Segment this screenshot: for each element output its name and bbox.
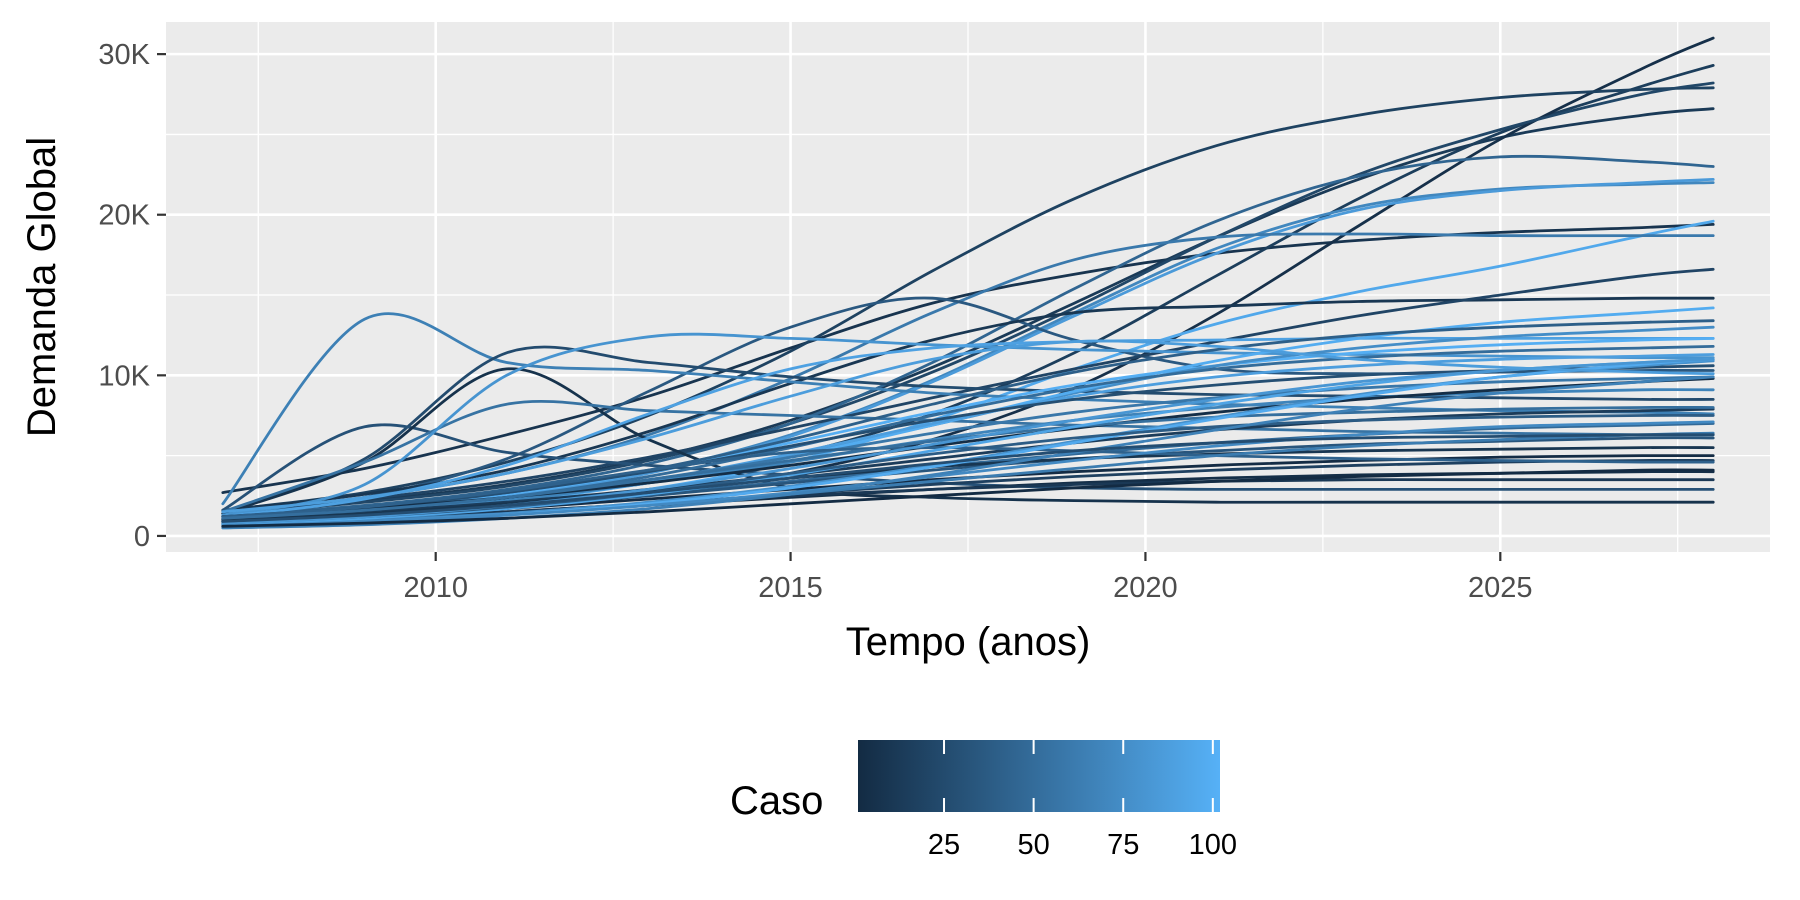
major-gridlines xyxy=(166,22,1770,552)
series-line xyxy=(221,312,1715,506)
y-tick-label: 20K xyxy=(98,200,150,232)
y-axis: 0 10K 20K 30K xyxy=(98,39,166,553)
x-tick-label: 2025 xyxy=(1468,572,1533,604)
series-line xyxy=(221,86,1715,512)
series-line xyxy=(221,296,1715,517)
series-line xyxy=(221,399,1715,514)
x-tick-label: 2010 xyxy=(403,572,468,604)
series-line xyxy=(221,223,1715,494)
legend-title: Caso xyxy=(730,779,823,823)
series-line xyxy=(221,433,1715,523)
series-lines xyxy=(221,36,1715,530)
series-line xyxy=(221,337,1715,522)
legend-tick-label: 25 xyxy=(928,829,960,861)
legend-tick-label: 75 xyxy=(1107,829,1139,861)
series-line xyxy=(221,154,1715,517)
y-tick-label: 0 xyxy=(134,521,150,553)
legend-colorbar xyxy=(858,740,1220,812)
series-line xyxy=(221,345,1715,515)
series-line xyxy=(221,478,1715,525)
series-line xyxy=(221,336,1715,519)
legend-ticks: 25 50 75 100 xyxy=(928,740,1237,861)
series-line xyxy=(221,267,1715,514)
series-line xyxy=(221,339,1715,514)
legend-tick-label: 100 xyxy=(1189,829,1237,861)
legend-tick-label: 50 xyxy=(1017,829,1049,861)
series-line xyxy=(221,420,1715,528)
series-line xyxy=(221,446,1715,522)
series-line xyxy=(221,407,1715,520)
x-axis: 2010 2015 2020 2025 xyxy=(403,552,1533,604)
series-line xyxy=(221,468,1715,528)
y-axis-title: Demanda Global xyxy=(20,137,64,437)
y-tick-label: 30K xyxy=(98,39,150,71)
series-line xyxy=(221,367,1715,515)
legend: Caso 25 50 75 100 xyxy=(730,740,1237,861)
x-tick-label: 2020 xyxy=(1113,572,1178,604)
x-axis-title: Tempo (anos) xyxy=(846,620,1091,664)
y-tick-label: 10K xyxy=(98,360,150,392)
x-tick-label: 2015 xyxy=(758,572,823,604)
series-line xyxy=(221,423,1715,512)
series-line xyxy=(221,296,1715,512)
